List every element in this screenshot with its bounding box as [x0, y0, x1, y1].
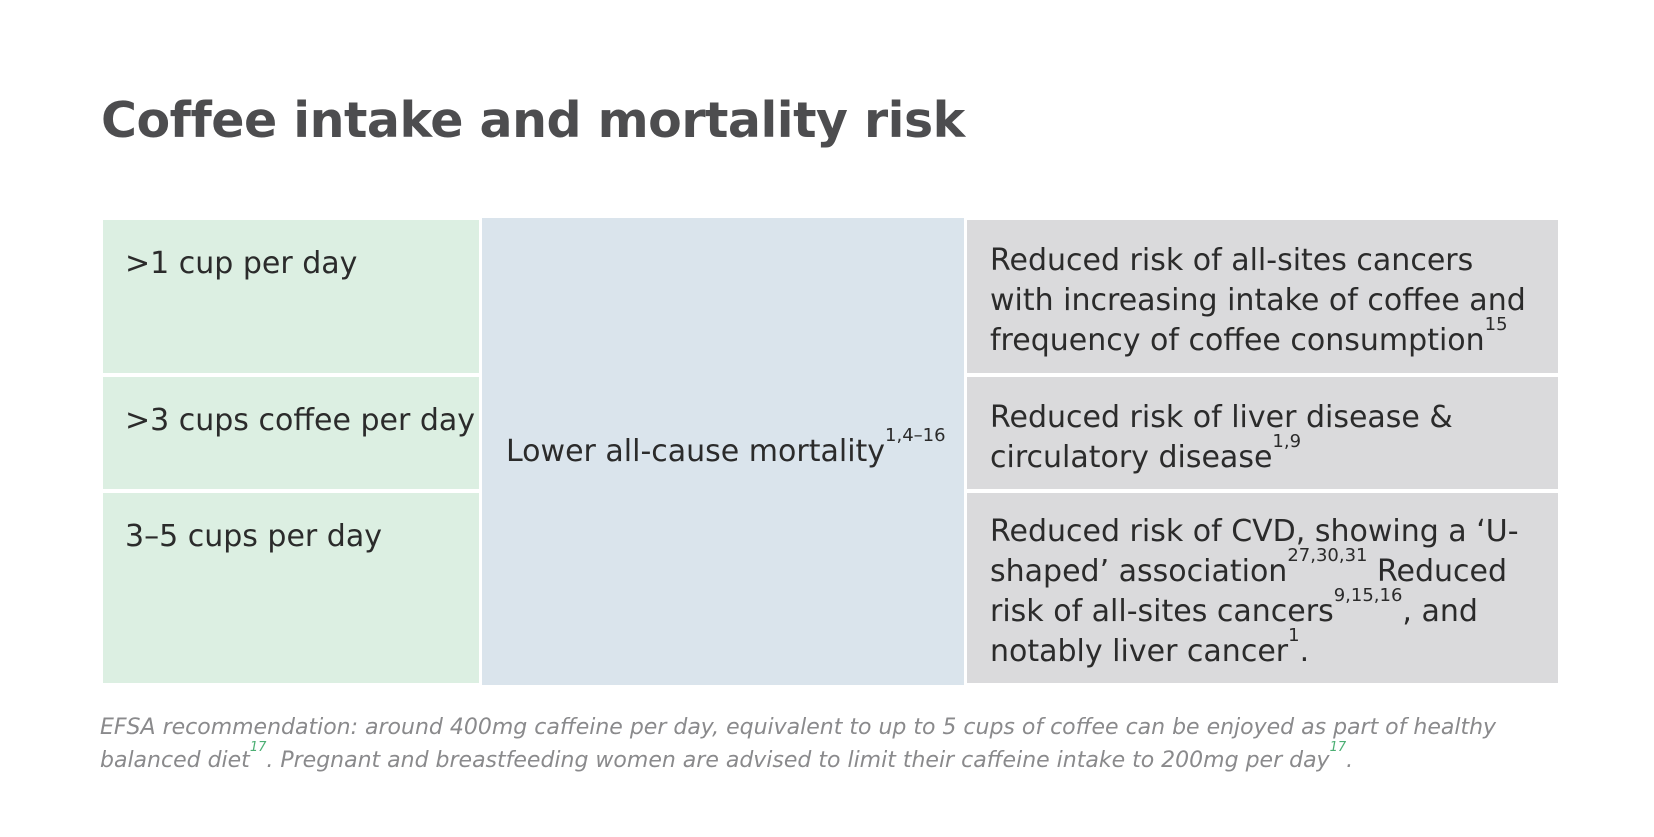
intake-cell-2: >3 cups coffee per day — [103, 377, 479, 489]
footnote-text: EFSA recommendation: around 400mg caffei… — [100, 715, 1497, 773]
outcome-cell: Lower all-cause mortality1,4–16 — [482, 218, 964, 685]
outcome-text: Lower all-cause mortality1,4–16 — [506, 424, 946, 469]
reference-marker: 17 — [249, 740, 267, 755]
effect-cell-2: Reduced risk of liver disease & circulat… — [967, 377, 1558, 489]
effect-text: Reduced risk of all-sites cancers — [990, 554, 1508, 629]
effect-text: Reduced risk of all-sites cancers with i… — [990, 243, 1526, 358]
efsa-footnote: EFSA recommendation: around 400mg caffei… — [100, 711, 1560, 777]
effect-cell-3: Reduced risk of CVD, showing a ‘U-shaped… — [967, 493, 1558, 683]
effect-text: Reduced risk of liver disease & circulat… — [990, 400, 1453, 475]
reference-marker: 1,9 — [1272, 431, 1302, 452]
intake-label: >3 cups coffee per day — [125, 403, 475, 438]
intake-label: 3–5 cups per day — [125, 519, 382, 554]
effect-cell-1: Reduced risk of all-sites cancers with i… — [967, 220, 1558, 373]
coffee-mortality-table: >1 cup per day Lower all-cause mortality… — [103, 218, 1558, 685]
reference-marker: 1,4–16 — [885, 424, 946, 446]
effect-text: , and notably liver cancer — [990, 594, 1478, 669]
reference-marker: 9,15,16 — [1333, 585, 1403, 606]
intake-cell-1: >1 cup per day — [103, 220, 479, 373]
page-title: Coffee intake and mortality risk — [101, 92, 965, 149]
reference-marker: 15 — [1484, 314, 1508, 335]
intake-label: >1 cup per day — [125, 246, 358, 281]
reference-marker: 17 — [1329, 740, 1347, 755]
intake-cell-3: 3–5 cups per day — [103, 493, 479, 683]
footnote-text: . — [1346, 748, 1354, 773]
reference-marker: 27,30,31 — [1287, 545, 1368, 566]
reference-marker: 1 — [1288, 625, 1300, 646]
footnote-text: . Pregnant and breastfeeding women are a… — [266, 748, 1330, 773]
effect-text: Reduced risk of CVD, showing a ‘U-shaped… — [990, 514, 1519, 589]
effect-text: . — [1299, 634, 1310, 669]
